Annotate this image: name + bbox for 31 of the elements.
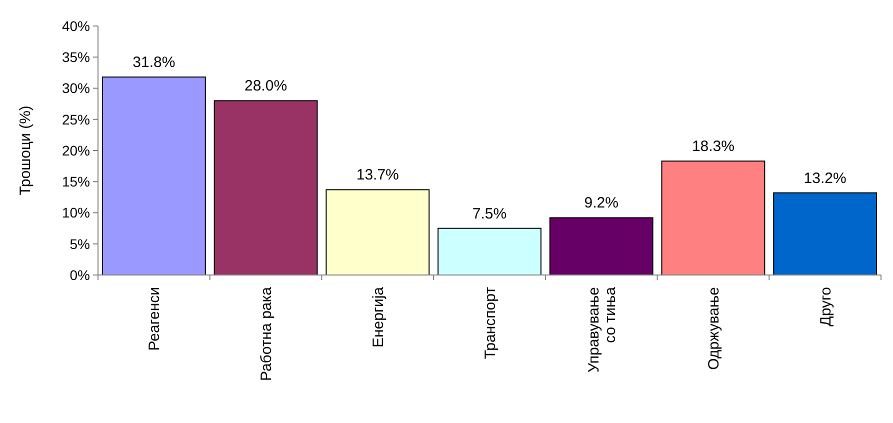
x-tick-label: Работна рака: [258, 286, 276, 382]
y-axis-title: Трошоци (%): [17, 106, 34, 196]
x-tick-label: Одржување: [705, 287, 722, 370]
y-tick-label: 25%: [62, 111, 90, 128]
bar: [661, 160, 766, 276]
data-label: 13.7%: [356, 166, 399, 184]
data-label: 18.3%: [692, 138, 734, 156]
y-tick-label: 30%: [62, 80, 90, 96]
bar: [102, 76, 206, 276]
x-tick-label: Транспорт: [482, 286, 499, 360]
bar: [326, 189, 430, 276]
y-tick-label: 10%: [62, 204, 90, 221]
y-tick-label: 40%: [62, 18, 90, 34]
y-tick-label: 5%: [70, 236, 90, 252]
x-tick-label: Управување со тиња: [585, 286, 619, 372]
bar: [549, 217, 654, 276]
y-tick-label: 15%: [62, 174, 90, 190]
y-tick-label: 20%: [62, 142, 90, 158]
x-tick-label: Друго: [817, 287, 834, 326]
x-tick-label: Реагенси: [146, 287, 164, 351]
bar: [214, 100, 318, 276]
data-label: 7.5%: [472, 205, 507, 222]
x-tick-label: Енергија: [370, 286, 387, 348]
data-label: 31.8%: [132, 54, 176, 72]
bar: [438, 228, 542, 276]
bar: [773, 192, 878, 276]
y-tick-label: 35%: [62, 49, 90, 66]
y-tick-label: 0%: [70, 266, 90, 283]
data-label: 13.2%: [804, 170, 846, 187]
data-label: 9.2%: [584, 194, 618, 212]
data-label: 28.0%: [244, 78, 288, 95]
